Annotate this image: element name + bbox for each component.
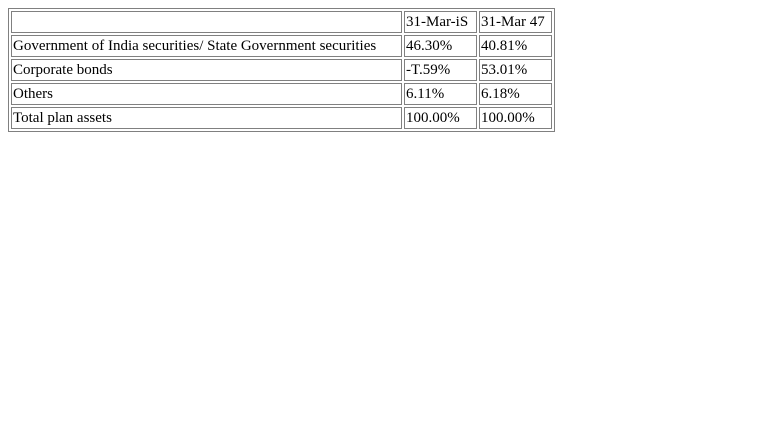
row-label: Corporate bonds <box>11 59 402 81</box>
table-header-row: 31-Mar-iS 31-Mar 47 <box>11 11 552 33</box>
row-value-period-1: 100.00% <box>404 107 477 129</box>
row-value-period-2: 100.00% <box>479 107 552 129</box>
row-value-period-2: 53.01% <box>479 59 552 81</box>
row-value-period-1: 6.11% <box>404 83 477 105</box>
row-value-period-2: 40.81% <box>479 35 552 57</box>
header-cell-period-1: 31-Mar-iS <box>404 11 477 33</box>
row-label: Total plan assets <box>11 107 402 129</box>
row-value-period-1: 46.30% <box>404 35 477 57</box>
plan-assets-table: 31-Mar-iS 31-Mar 47 Government of India … <box>8 8 555 132</box>
row-value-period-2: 6.18% <box>479 83 552 105</box>
row-label: Government of India securities/ State Go… <box>11 35 402 57</box>
header-cell-empty <box>11 11 402 33</box>
table-row: Government of India securities/ State Go… <box>11 35 552 57</box>
header-cell-period-2: 31-Mar 47 <box>479 11 552 33</box>
row-label: Others <box>11 83 402 105</box>
table-row: Others 6.11% 6.18% <box>11 83 552 105</box>
table-row-total: Total plan assets 100.00% 100.00% <box>11 107 552 129</box>
row-value-period-1: -T.59% <box>404 59 477 81</box>
table-row: Corporate bonds -T.59% 53.01% <box>11 59 552 81</box>
